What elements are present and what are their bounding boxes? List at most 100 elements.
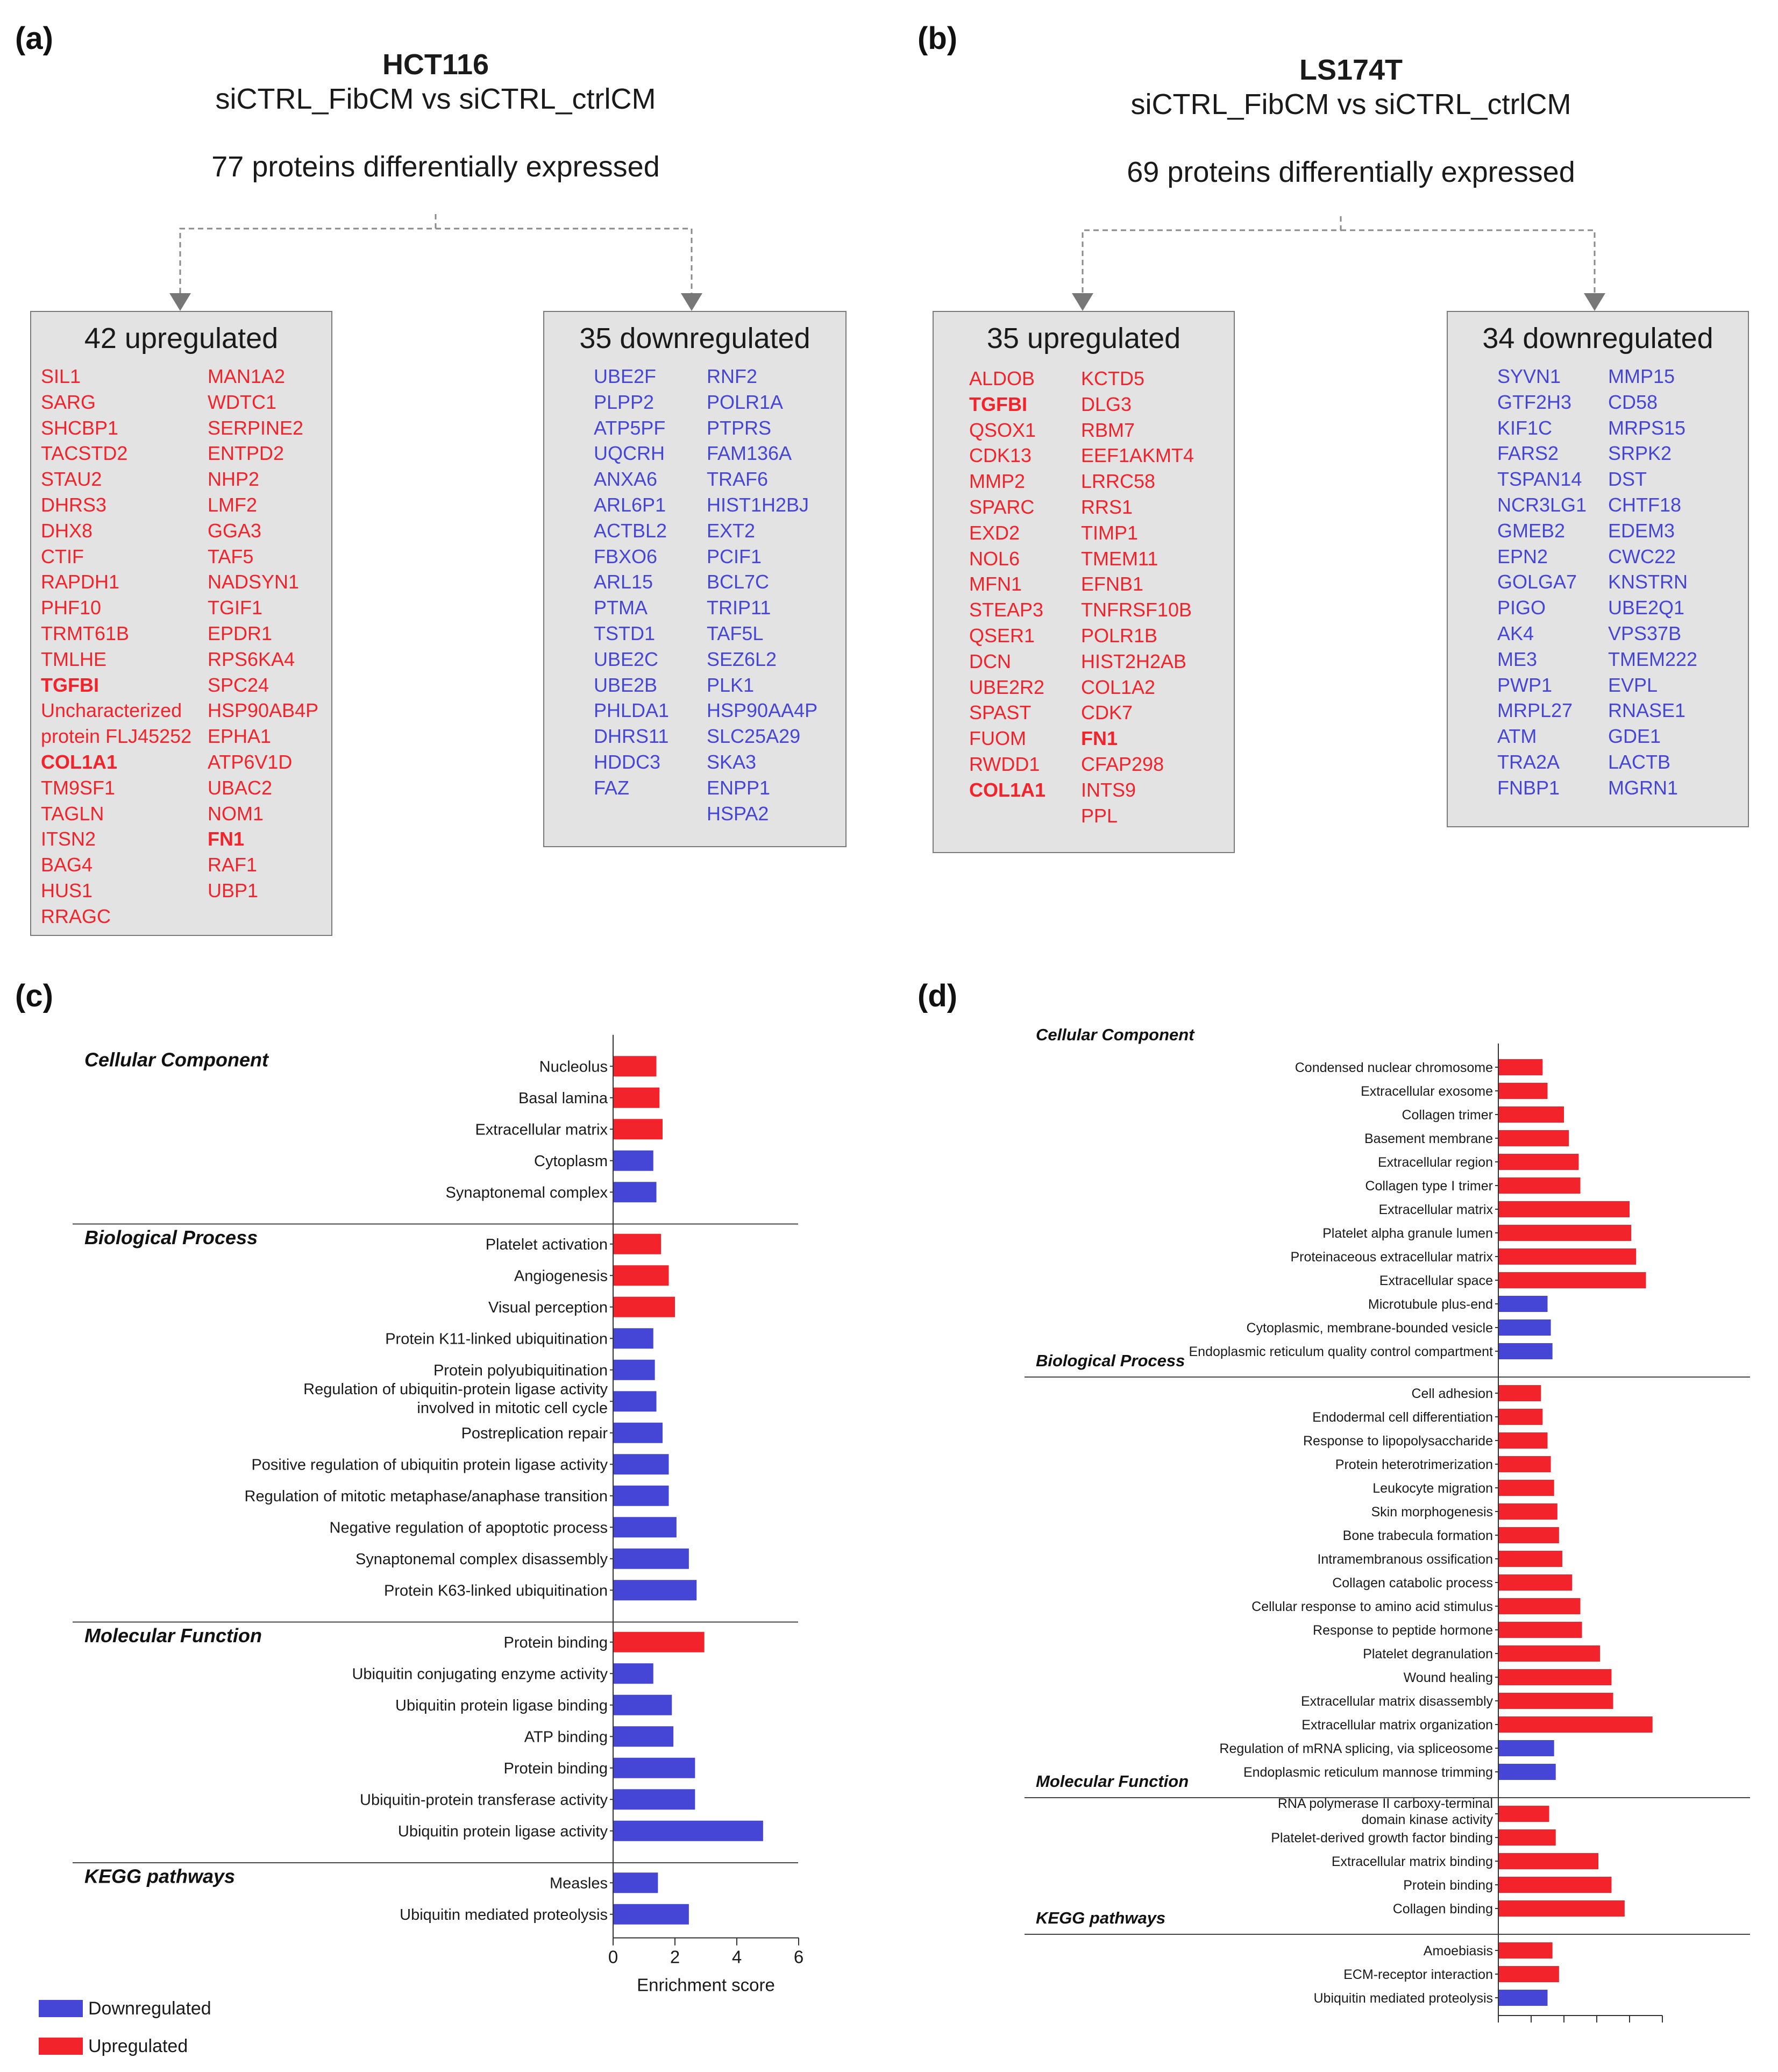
bar-up <box>613 1056 657 1077</box>
bar-label: Positive regulation of ubiquitin protein… <box>251 1456 608 1473</box>
protein-item: MMP2 <box>969 470 1026 493</box>
bar-down <box>1498 1343 1553 1359</box>
bar-label: Bone trabecula formation <box>1343 1528 1493 1543</box>
panel-d-chart: Cellular Component Condensed nuclear chro… <box>1025 1025 1750 2023</box>
bar-label: Collagen catabolic process <box>1332 1576 1493 1591</box>
bar-label: Wound healing <box>1404 1670 1493 1685</box>
bar-label: Amoebiasis <box>1424 1943 1493 1959</box>
bar-down <box>613 1872 658 1893</box>
bar-label: Response to lipopolysaccharide <box>1303 1434 1493 1449</box>
bar-down <box>613 1820 763 1841</box>
legend-up-label: Upregulated <box>88 2035 188 2056</box>
protein-item: ARL6P1 <box>594 493 666 516</box>
protein-item: DCN <box>969 650 1011 672</box>
protein-item: ARL15 <box>594 571 653 593</box>
panel-b-connector <box>1072 216 1605 311</box>
protein-item: EEF1AKMT4 <box>1081 444 1194 467</box>
bar-label: Cytoplasm <box>534 1153 608 1170</box>
bar-up <box>1498 1966 1559 1982</box>
protein-item: SYVN1 <box>1497 365 1561 387</box>
protein-item: SIL1 <box>41 365 81 387</box>
protein-item: COL1A1 <box>969 778 1046 801</box>
protein-item: KCTD5 <box>1081 367 1145 389</box>
bar-label: Negative regulation of apoptotic process <box>330 1519 608 1536</box>
protein-item: SHCBP1 <box>41 416 119 439</box>
protein-item: RAPDH1 <box>41 571 120 593</box>
bar-label: Ubiquitin-protein transferase activity <box>360 1791 608 1808</box>
protein-item: EPDR1 <box>208 622 273 644</box>
bar-label: Protein binding <box>504 1634 608 1651</box>
bar-label: Ubiquitin conjugating enzyme activity <box>352 1665 608 1683</box>
panel-b-letter: (b) <box>918 21 958 56</box>
protein-item: COL1A1 <box>41 750 118 773</box>
panel-a-letter: (a) <box>15 21 53 56</box>
bar-up <box>613 1631 705 1652</box>
protein-item: GTF2H3 <box>1497 391 1572 413</box>
protein-item: SPAST <box>969 701 1032 724</box>
protein-item: BCL7C <box>707 571 770 593</box>
protein-item: EPHA1 <box>208 725 272 748</box>
protein-item: TGFBI <box>969 393 1027 415</box>
protein-item: Uncharacterized <box>41 699 182 722</box>
bar-down <box>613 1422 663 1443</box>
bar-label: Ubiquitin protein ligase binding <box>395 1697 608 1714</box>
protein-item: KNSTRN <box>1608 571 1688 593</box>
group-title: KEGG pathways <box>1036 1908 1165 1927</box>
protein-item: BAG4 <box>41 854 93 876</box>
bar-label: involved in mitotic cell cycle <box>417 1400 608 1417</box>
bar-down <box>613 1391 657 1412</box>
bar-up <box>1498 1130 1569 1146</box>
bar-label: Extracellular exosome <box>1361 1084 1493 1099</box>
bar-up <box>613 1119 663 1140</box>
protein-item: SRPK2 <box>1608 442 1672 465</box>
protein-item: ATP6V1D <box>208 750 293 773</box>
bar-label: RNA polymerase II carboxy-terminal <box>1278 1796 1493 1811</box>
protein-item: MRPL27 <box>1497 699 1573 722</box>
bar-label: Endoplasmic reticulum mannose trimming <box>1243 1765 1493 1780</box>
bar-label: Synaptonemal complex disassembly <box>355 1551 608 1568</box>
protein-item: LMF2 <box>208 493 258 516</box>
bar-up <box>1498 1574 1573 1591</box>
bar-down <box>613 1663 653 1684</box>
protein-item: UBP1 <box>208 879 259 902</box>
protein-item: HUS1 <box>41 879 93 902</box>
panel-b-header: LS174T siCTRL_FibCM vs siCTRL_ctrlCM 69 … <box>1069 53 1633 189</box>
protein-item: MRPS15 <box>1608 416 1686 439</box>
legend-down: Downregulated <box>39 1997 211 2020</box>
protein-item: GGA3 <box>208 519 262 542</box>
bar-down <box>613 1726 674 1747</box>
protein-item: TIMP1 <box>1081 521 1139 544</box>
protein-item: COL1A2 <box>1081 676 1156 698</box>
group-title: Cellular Component <box>84 1048 269 1070</box>
protein-item: TGFBI <box>41 673 99 696</box>
panel-b-up-list-1: ALDOB TGFBI QSOX1 CDK13 MMP2 SPARC EXD2 NOL6 MFN… <box>969 366 1046 803</box>
bar-up <box>1498 1942 1553 1959</box>
bar-label: Angiogenesis <box>514 1267 608 1285</box>
protein-item: TRMT61B <box>41 622 130 644</box>
bar-up <box>1498 1272 1646 1288</box>
bar-label: Protein polyubiquitination <box>433 1362 608 1379</box>
protein-item: TRAF6 <box>707 468 769 491</box>
panel-b-cell-line: LS174T <box>1299 54 1403 86</box>
bar-down <box>613 1359 655 1380</box>
bar-label: Extracellular matrix <box>475 1121 608 1138</box>
protein-item: HSPA2 <box>707 802 769 825</box>
protein-item: POLR1A <box>707 391 784 413</box>
protein-item: GMEB2 <box>1497 519 1566 542</box>
bar-label: Protein K63-linked ubiquitination <box>384 1582 608 1599</box>
panel-a-connector <box>169 214 702 311</box>
bar-label: Endodermal cell differentiation <box>1312 1410 1493 1425</box>
bar-label: Nucleolus <box>539 1058 608 1075</box>
panel-a-downregulated-box: 35 downregulated UBE2F PLPP2 ATP5PF UQCRH AN… <box>543 311 847 847</box>
protein-item: DHRS11 <box>594 725 669 748</box>
protein-item: SERPINE2 <box>208 416 304 439</box>
bar-up <box>1498 1900 1625 1917</box>
protein-item: STAU2 <box>41 468 102 491</box>
protein-item: LACTB <box>1608 750 1671 773</box>
protein-item: TMEM11 <box>1081 547 1158 570</box>
protein-item: HIST1H2BJ <box>707 493 809 516</box>
bar-label: Cytoplasmic, membrane-bounded vesicle <box>1246 1321 1493 1336</box>
protein-item: PCIF1 <box>707 545 762 567</box>
protein-item: RRAGC <box>41 905 111 927</box>
protein-item: DST <box>1608 468 1647 491</box>
